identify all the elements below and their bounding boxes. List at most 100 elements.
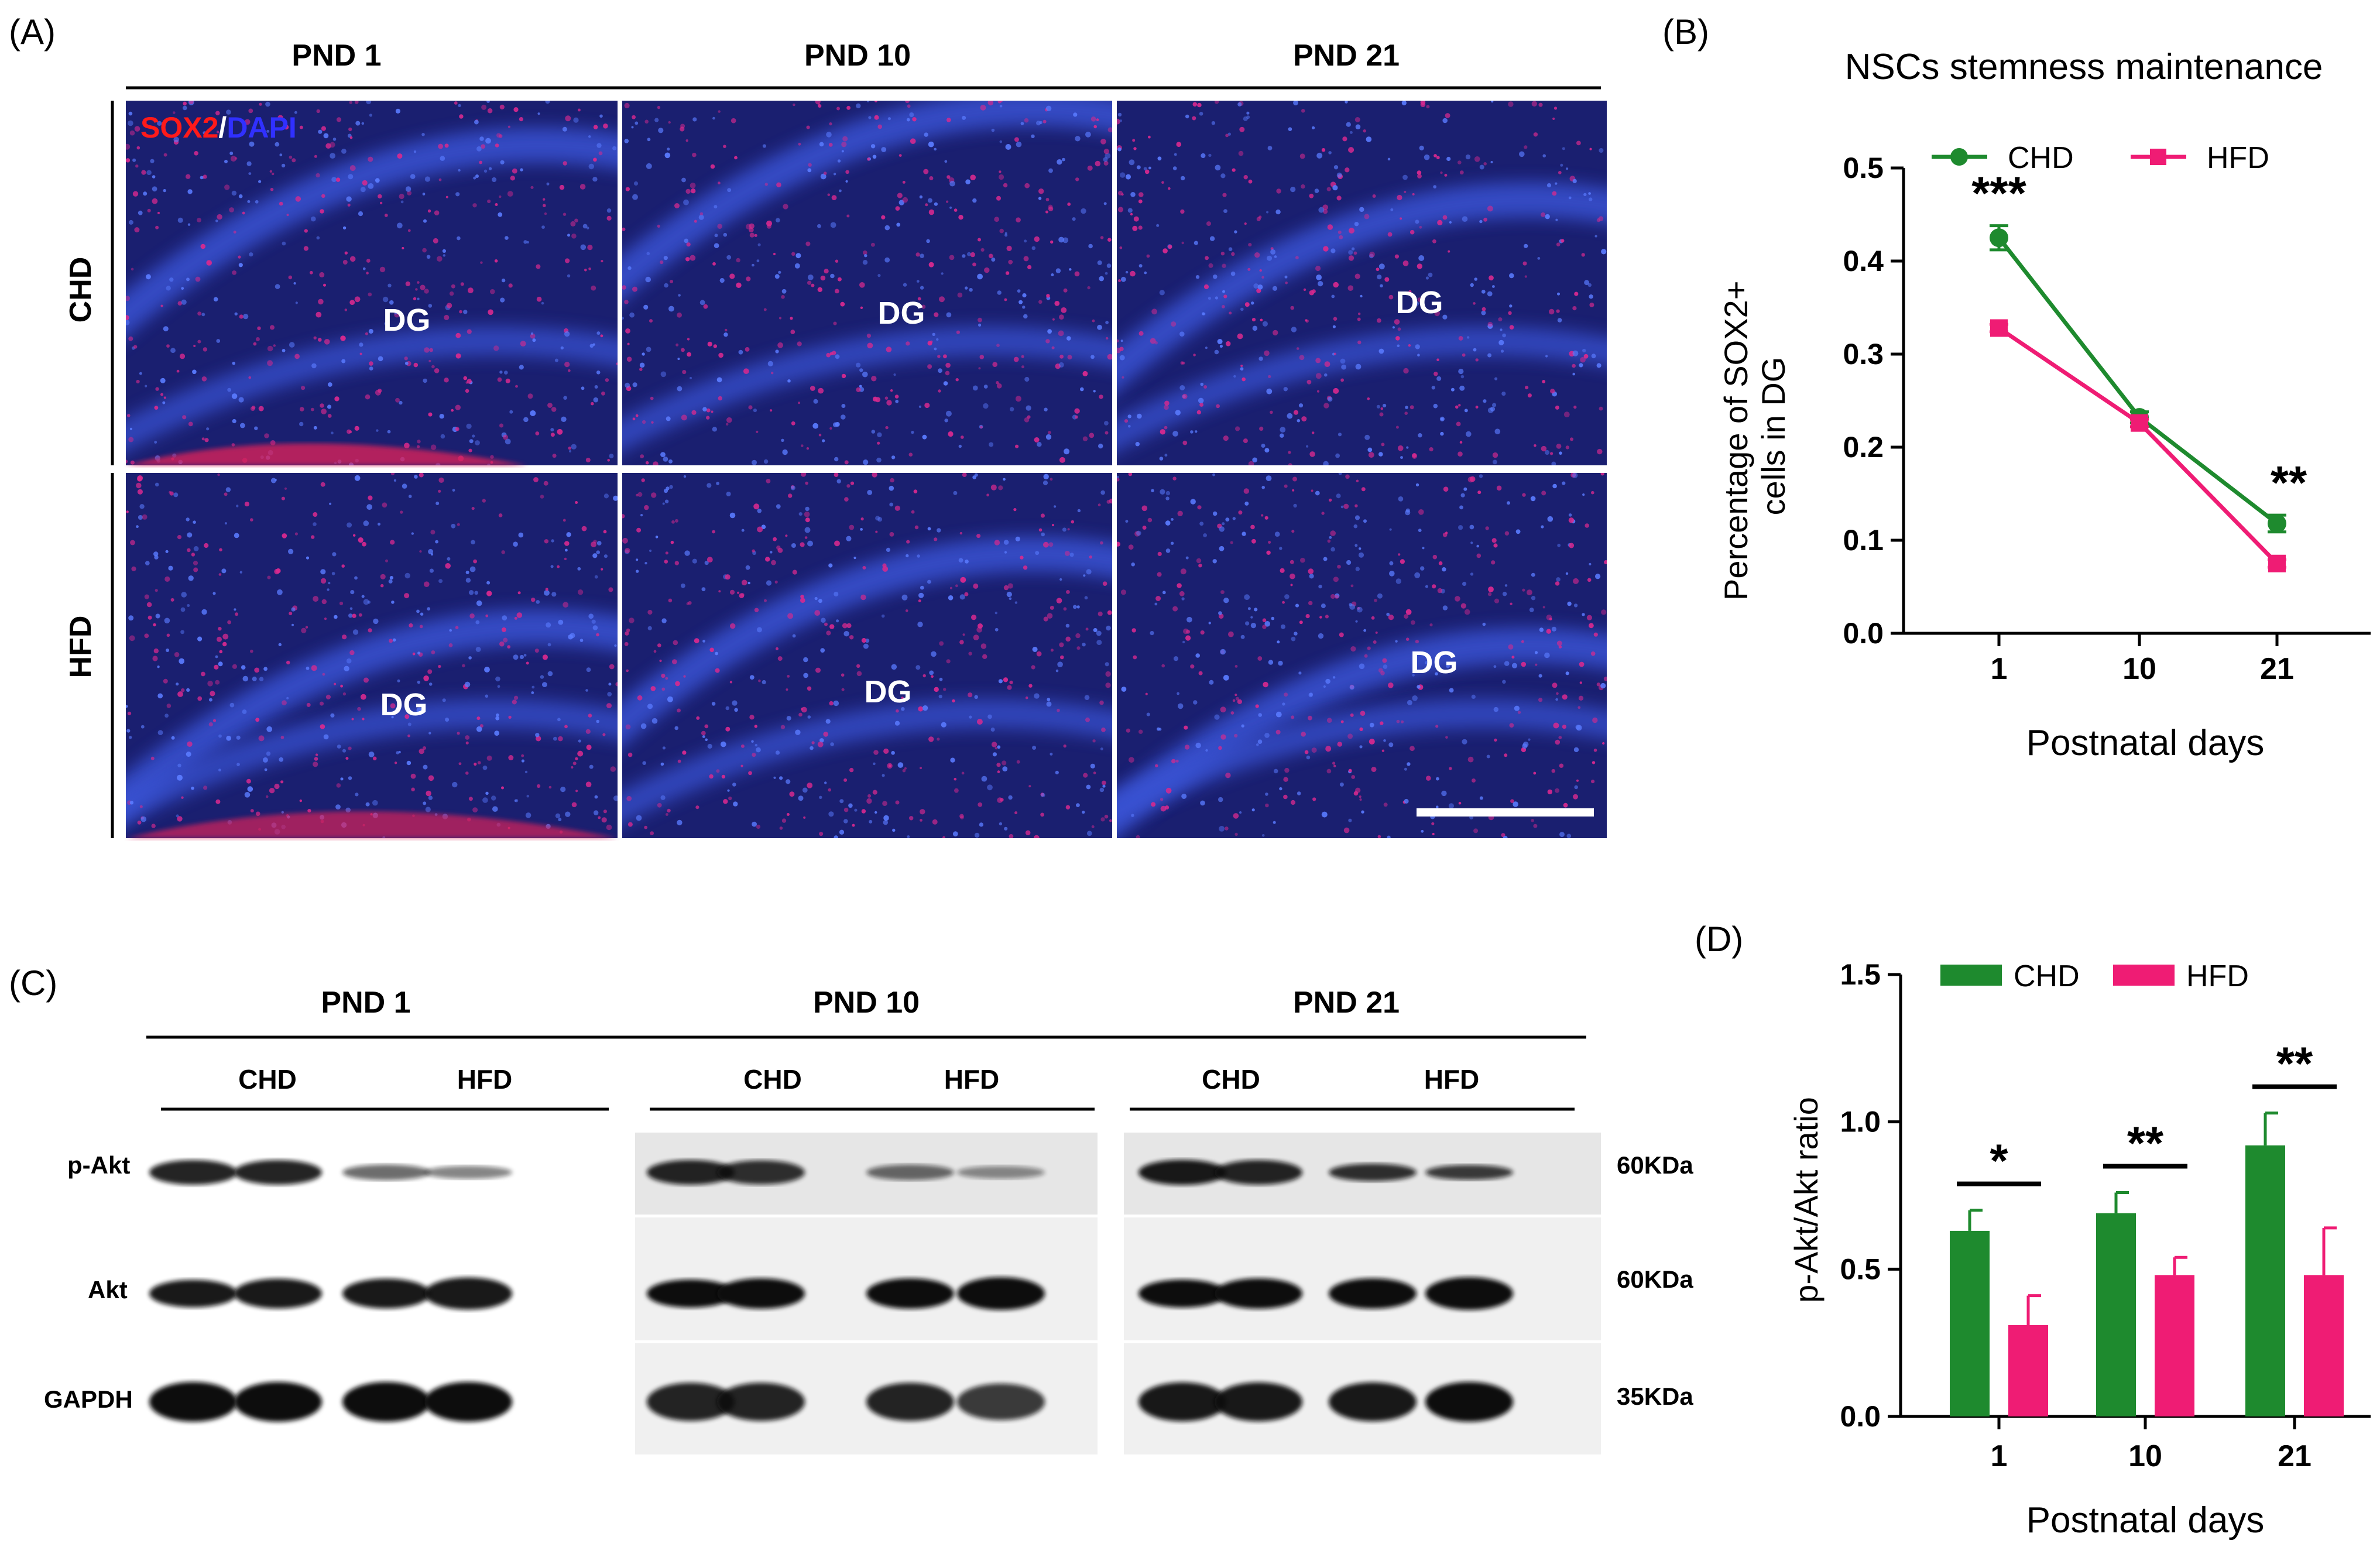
nucleus (1601, 249, 1607, 255)
nucleus (1336, 195, 1342, 201)
nucleus (1596, 363, 1601, 368)
nucleus (664, 560, 668, 564)
nucleus (1206, 221, 1211, 227)
nucleus (577, 750, 584, 757)
nucleus (981, 776, 987, 782)
nucleus (1195, 430, 1198, 433)
nucleus (543, 198, 546, 201)
nucleus (1460, 493, 1465, 498)
nucleus (609, 664, 615, 670)
nucleus (891, 455, 896, 459)
nucleus (557, 718, 561, 722)
nucleus (169, 277, 174, 282)
nucleus (218, 769, 221, 771)
tile-content (622, 473, 1112, 838)
nucleus (465, 741, 469, 745)
nucleus (1088, 243, 1093, 249)
nucleus (396, 751, 399, 754)
nucleus (1264, 621, 1270, 627)
nucleus (1133, 655, 1137, 660)
nucleus (1262, 618, 1267, 622)
nucleus (197, 339, 201, 344)
nucleus (635, 414, 639, 417)
nucleus (1220, 252, 1225, 256)
nucleus (1138, 729, 1143, 734)
nucleus (1306, 445, 1309, 448)
nucleus (956, 330, 960, 334)
nucleus (874, 115, 879, 120)
nucleus (582, 224, 588, 229)
nucleus (1308, 601, 1313, 606)
nucleus (404, 572, 410, 579)
nucleus (1356, 479, 1359, 482)
nucleus (843, 778, 848, 782)
nucleus (990, 728, 995, 732)
nucleus (449, 629, 452, 632)
nucleus (901, 594, 908, 601)
nucleus (1136, 165, 1141, 170)
nucleus (472, 434, 475, 438)
nucleus (144, 594, 149, 599)
nucleus (979, 355, 985, 359)
nucleus (1349, 685, 1354, 690)
nucleus (275, 142, 280, 147)
nucleus (1472, 778, 1476, 783)
nucleus (1244, 501, 1249, 506)
nucleus (238, 255, 241, 259)
nucleus (126, 315, 129, 321)
nuclei-layer (1117, 473, 1607, 838)
nucleus (1326, 187, 1331, 191)
nucleus (295, 301, 298, 304)
nucleus (394, 761, 397, 764)
nucleus (1263, 681, 1268, 688)
nucleus (606, 824, 612, 831)
nucleus (252, 676, 257, 681)
nucleus (438, 477, 444, 483)
nucleus (1247, 267, 1251, 271)
nucleus (186, 174, 191, 179)
nucleus (1054, 505, 1057, 508)
nucleus (126, 459, 128, 464)
nucleus (369, 361, 373, 366)
nucleus (1151, 489, 1154, 492)
nucleus (311, 665, 317, 671)
blot-timepoint-pnd1: PND 1 (321, 986, 410, 1020)
nucleus (238, 397, 244, 403)
nucleus (410, 773, 416, 779)
nucleus (562, 126, 567, 132)
nucleus (1168, 245, 1172, 249)
nucleus (215, 655, 218, 658)
protein-band (424, 1382, 512, 1422)
nucleus (283, 125, 289, 130)
nucleus (1415, 640, 1419, 644)
nucleus (849, 524, 855, 530)
nucleus (200, 243, 206, 249)
nucleus (1343, 503, 1349, 509)
nucleus (1298, 403, 1304, 408)
nucleus (973, 634, 979, 640)
nucleus (1196, 410, 1201, 415)
nucleus (1301, 109, 1305, 113)
legend-swatch (2113, 965, 2175, 986)
nucleus (395, 397, 400, 403)
nucleus (1337, 564, 1341, 569)
nucleus (316, 109, 320, 114)
protein-band (234, 1382, 322, 1422)
nucleus (1058, 236, 1064, 243)
nucleus (393, 479, 397, 482)
nucleus (176, 369, 180, 373)
nucleus (1052, 318, 1055, 321)
nucleus (540, 495, 544, 499)
nucleus (204, 543, 209, 548)
nucleus (212, 719, 217, 722)
nucleus (1266, 550, 1271, 555)
nucleus (1361, 810, 1364, 814)
nucleus (1443, 486, 1449, 492)
nucleus (1085, 627, 1089, 631)
protein-band (1425, 1382, 1513, 1422)
nucleus (419, 625, 423, 629)
nucleus (253, 342, 257, 346)
nucleus (1157, 551, 1162, 557)
nucleus (681, 583, 685, 588)
nucleus (606, 215, 612, 221)
